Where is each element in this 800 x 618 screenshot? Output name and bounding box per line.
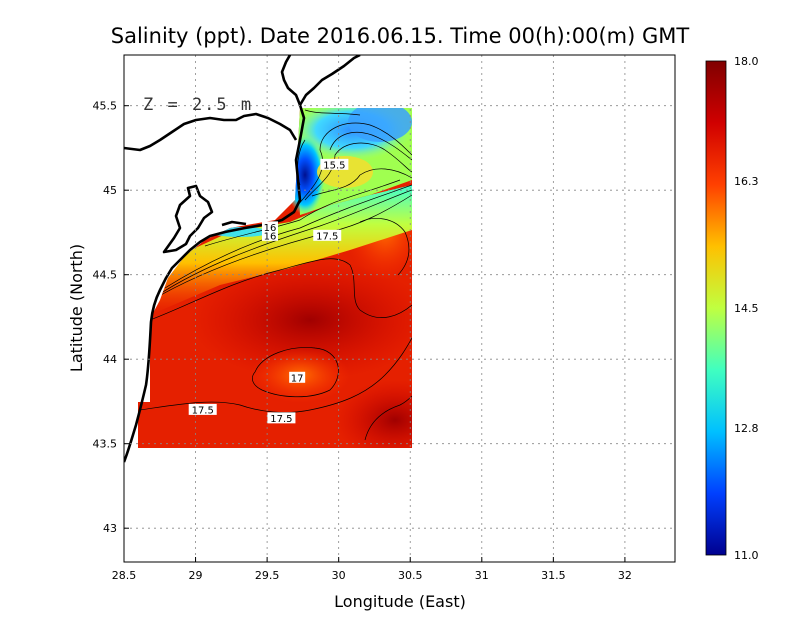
y-axis-title: Latitude (North) — [67, 244, 86, 372]
plot-frame — [123, 54, 676, 563]
coastline — [124, 55, 361, 463]
depth-label: Z = 2.5 m — [143, 95, 253, 115]
x-tick-label: 28.5 — [112, 569, 137, 582]
chart-title: Salinity (ppt). Date 2016.06.15. Time 00… — [111, 24, 690, 48]
x-tick-label: 31.5 — [541, 569, 566, 582]
x-tick-label: 32 — [618, 569, 632, 582]
contour-label-bg — [320, 158, 349, 170]
y-tick-label: 44 — [103, 353, 117, 366]
grid-lines — [124, 55, 675, 562]
x-tick-label: 29.5 — [255, 569, 280, 582]
contour-label: 17.5 — [316, 231, 338, 242]
colorbar-tick-label: 11.0 — [734, 549, 759, 562]
y-tick-label: 43.5 — [93, 438, 118, 451]
contour-label: 15.5 — [323, 160, 345, 171]
colorbar-tick-label: 12.8 — [734, 422, 759, 435]
x-tick-label: 31 — [475, 569, 489, 582]
contour-label-bg — [289, 371, 306, 383]
y-tick-label: 43 — [103, 522, 117, 535]
contour-label-bg — [267, 412, 296, 424]
contour-label: 16 — [264, 223, 277, 234]
y-tick-label: 45 — [103, 184, 117, 197]
contour-label: 17.5 — [192, 405, 214, 416]
colorbar-tick-label: 18.0 — [734, 55, 759, 68]
colorbar — [705, 60, 727, 556]
x-axis-ticks: 28.5 29 29.5 30 30.5 31 31.5 32 — [112, 557, 632, 582]
contour-label: 17.5 — [270, 414, 292, 425]
colorbar-tick-label: 16.3 — [734, 175, 759, 188]
salinity-field — [138, 108, 412, 448]
contour-label-bg — [261, 221, 278, 233]
contour-label: 16 — [264, 231, 277, 242]
colorbar-tick-label: 14.5 — [734, 302, 759, 315]
contour-label-bg — [188, 403, 217, 415]
contour-label-bg — [313, 229, 342, 241]
x-tick-label: 29 — [189, 569, 203, 582]
y-tick-label: 45.5 — [93, 100, 118, 113]
contour-label-bg — [261, 229, 278, 241]
y-axis-ticks: 43 43.5 44 44.5 45 45.5 — [93, 100, 129, 535]
colorbar-labels: 18.0 16.3 14.5 12.8 11.0 — [734, 55, 759, 562]
x-axis-title: Longitude (East) — [334, 592, 466, 611]
x-tick-label: 30 — [332, 569, 346, 582]
contour-label: 17 — [291, 373, 304, 384]
x-tick-label: 30.5 — [398, 569, 423, 582]
contour-lines — [139, 109, 412, 441]
y-tick-label: 44.5 — [93, 269, 118, 282]
